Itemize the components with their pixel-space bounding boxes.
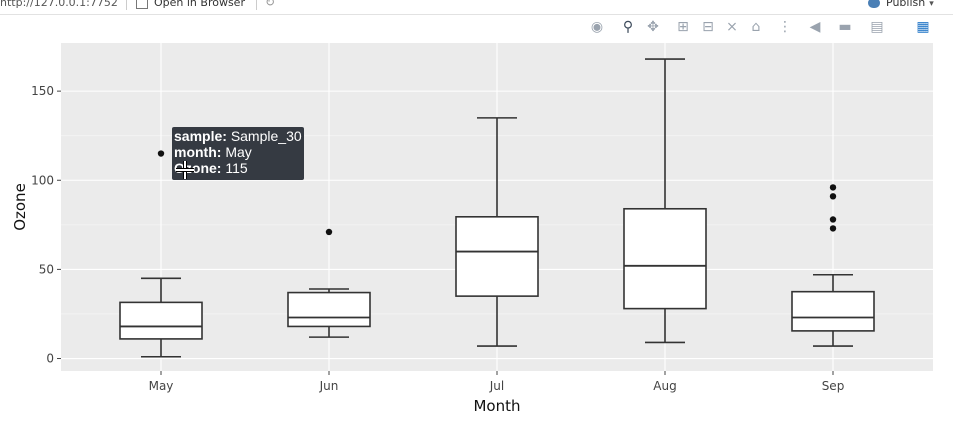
y-tick-label: 0 bbox=[46, 352, 54, 366]
refresh-icon[interactable]: ↻ bbox=[265, 0, 276, 9]
crosshair-cursor-icon bbox=[176, 161, 194, 179]
closest-hover-icon[interactable]: ▬ bbox=[838, 19, 852, 35]
tooltip-ozone-value: 115 bbox=[225, 160, 248, 176]
toolbar-divider bbox=[256, 0, 257, 10]
camera-icon[interactable]: ◉ bbox=[590, 19, 604, 35]
outlier-point bbox=[829, 225, 837, 232]
external-window-icon bbox=[136, 0, 148, 9]
tooltip-sample-label: sample: bbox=[174, 128, 227, 144]
box-iqr bbox=[623, 207, 707, 310]
box-sep bbox=[791, 184, 875, 347]
viewer-toolbar: http://127.0.0.1:7752 Open in Browser ↻ … bbox=[0, 0, 953, 15]
y-tick-label: 150 bbox=[31, 84, 54, 98]
box-series bbox=[119, 58, 875, 358]
y-axis-title: Ozone bbox=[11, 183, 29, 231]
x-tick-label: May bbox=[149, 379, 174, 393]
publish-button[interactable]: Publish ▾ bbox=[868, 0, 934, 9]
tooltip-month-value: May bbox=[225, 144, 252, 160]
x-axis-title: Month bbox=[473, 397, 520, 415]
x-tick-label: Aug bbox=[653, 379, 676, 393]
open-in-browser-label: Open in Browser bbox=[154, 0, 245, 9]
zoom-in-icon[interactable]: ⊞ bbox=[677, 19, 689, 35]
plotly-logo-icon[interactable]: ▦ bbox=[916, 19, 930, 35]
publish-label: Publish bbox=[886, 0, 926, 9]
zoom-icon[interactable]: ⚲ bbox=[622, 19, 634, 35]
box-iqr bbox=[455, 216, 539, 297]
box-jun bbox=[287, 228, 371, 338]
open-in-browser-button[interactable]: Open in Browser bbox=[136, 0, 245, 9]
outlier-point bbox=[829, 184, 837, 191]
x-tick-label: Jun bbox=[319, 379, 339, 393]
tooltip-month-label: month: bbox=[174, 144, 222, 160]
box-jul bbox=[455, 117, 539, 347]
x-tick-label: Sep bbox=[822, 379, 845, 393]
box-may bbox=[119, 150, 203, 358]
box-aug bbox=[623, 58, 707, 344]
outlier-point bbox=[829, 193, 837, 200]
home-icon[interactable]: ⌂ bbox=[751, 19, 761, 35]
publish-icon bbox=[868, 0, 880, 8]
compare-hover-icon[interactable]: ◀ bbox=[809, 19, 821, 35]
hover-tooltip: sample: Sample_30 month: May Ozone: 115 bbox=[172, 127, 304, 180]
y-tick-label: 50 bbox=[39, 262, 54, 276]
x-tick-label: Jul bbox=[489, 379, 504, 393]
pan-icon[interactable]: ✥ bbox=[647, 19, 659, 35]
toolbar-divider bbox=[126, 0, 127, 10]
outlier-point bbox=[325, 228, 333, 236]
toggle-hover-icon[interactable]: ▤ bbox=[870, 19, 884, 35]
tooltip-sample-value: Sample_30 bbox=[230, 128, 302, 144]
box-iqr bbox=[287, 291, 371, 328]
box-iqr bbox=[791, 290, 875, 332]
axis-ticks: 0 50 100 150 May Jun Jul Aug Sep bbox=[31, 84, 844, 393]
url-label: http://127.0.0.1:7752 bbox=[0, 0, 118, 9]
outlier-point bbox=[157, 150, 165, 157]
y-tick-label: 100 bbox=[31, 173, 54, 187]
spike-lines-icon[interactable]: ⋮ bbox=[778, 19, 792, 35]
outlier-point bbox=[829, 216, 837, 223]
autoscale-icon[interactable]: ⨯ bbox=[726, 19, 738, 35]
zoom-out-icon[interactable]: ⊟ bbox=[702, 19, 714, 35]
chevron-down-icon: ▾ bbox=[929, 0, 934, 9]
box-iqr bbox=[119, 301, 203, 340]
